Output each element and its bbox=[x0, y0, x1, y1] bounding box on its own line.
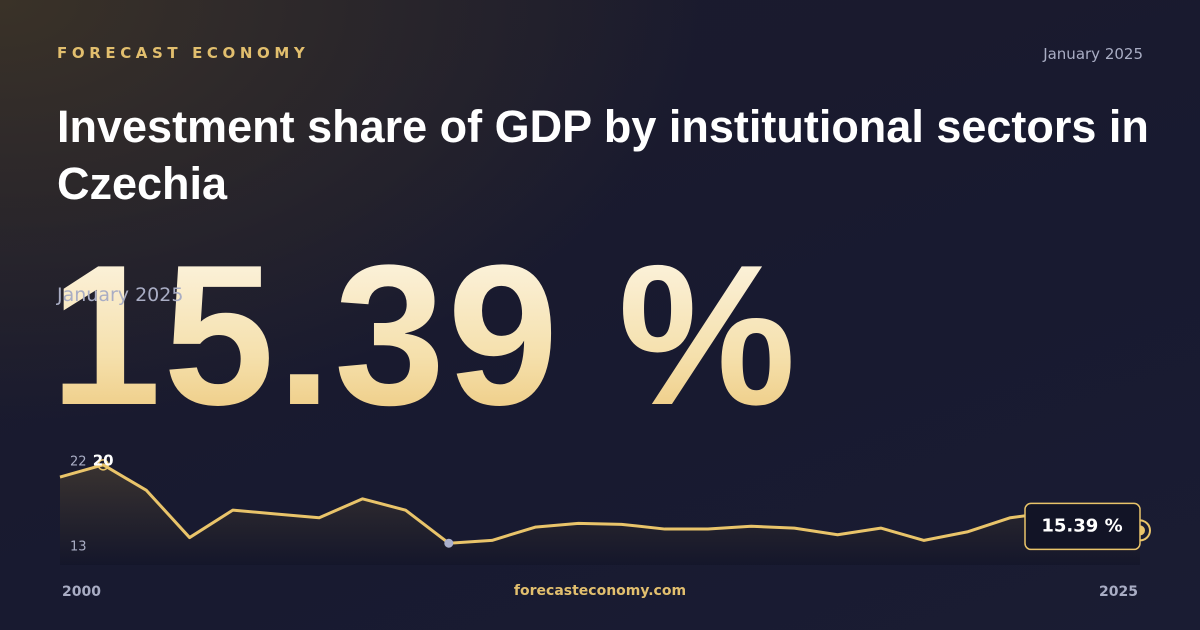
title: Investment share of GDP by institutional… bbox=[57, 101, 1149, 209]
brand: FORECAST ECONOMY bbox=[57, 44, 310, 62]
x-tick-label: 2025 bbox=[1099, 584, 1138, 600]
y-tick-label: 22 bbox=[70, 455, 87, 470]
peak-marker bbox=[97, 459, 109, 471]
headline-value: 15.39 % bbox=[50, 224, 798, 447]
latest-box bbox=[1024, 502, 1141, 551]
peak-label: 20 bbox=[93, 452, 114, 470]
line bbox=[59, 463, 1141, 545]
footer: forecasteconomy.com bbox=[513, 583, 687, 599]
date: January 2025 bbox=[1043, 45, 1143, 63]
x-tick-label: 2000 bbox=[62, 584, 101, 600]
y-tick-label: 13 bbox=[70, 540, 87, 555]
latest-label: 15.39 % bbox=[1041, 515, 1122, 536]
min-marker bbox=[444, 538, 454, 548]
area bbox=[60, 464, 1140, 565]
headline-date: January 2025 bbox=[57, 284, 184, 306]
